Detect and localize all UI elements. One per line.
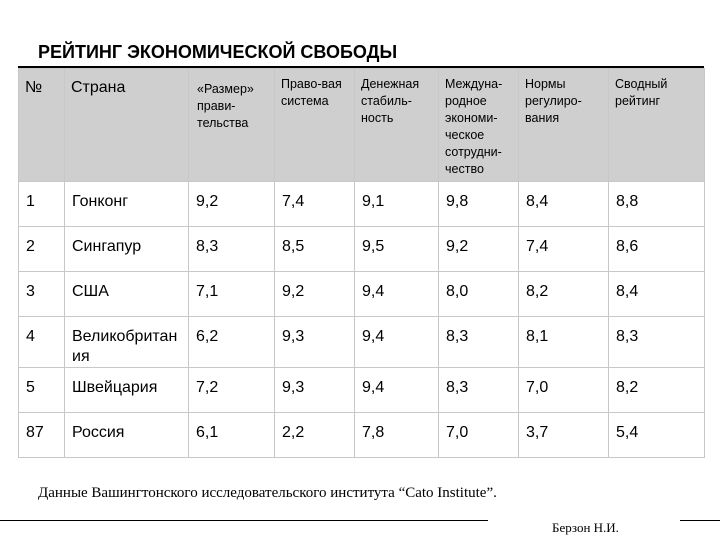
table-cell: 9,8 xyxy=(438,181,519,227)
table-row: 87 Россия 6,1 2,2 7,8 7,0 3,7 5,4 xyxy=(18,412,705,458)
table-cell: Великобритания xyxy=(64,316,189,368)
footer-divider-right xyxy=(680,520,720,521)
table-cell: 8,1 xyxy=(518,316,609,368)
table-cell: 9,4 xyxy=(354,367,439,413)
table-cell: 87 xyxy=(18,412,65,458)
table-cell: Сингапур xyxy=(64,226,189,272)
table-cell: 2,2 xyxy=(274,412,355,458)
header-cell-legal-system: Право-вая система xyxy=(274,68,355,182)
table-cell: 9,2 xyxy=(188,181,275,227)
table-row: 5 Швейцария 7,2 9,3 9,4 8,3 7,0 8,2 xyxy=(18,367,705,413)
table-cell: 8,8 xyxy=(608,181,705,227)
table-cell: 8,2 xyxy=(518,271,609,317)
table-header-row: № Страна «Размер» прави-тельства Право-в… xyxy=(18,68,705,182)
table-row: 2 Сингапур 8,3 8,5 9,5 9,2 7,4 8,6 xyxy=(18,226,705,272)
table-cell: 9,3 xyxy=(274,316,355,368)
table-cell: 8,3 xyxy=(188,226,275,272)
table-cell: 8,0 xyxy=(438,271,519,317)
table-cell: 9,4 xyxy=(354,271,439,317)
table-cell: Гонконг xyxy=(64,181,189,227)
header-cell-number: № xyxy=(18,68,65,182)
title-divider xyxy=(18,66,704,68)
table-cell: 5,4 xyxy=(608,412,705,458)
table-cell: Россия xyxy=(64,412,189,458)
table-cell: 6,2 xyxy=(188,316,275,368)
table-cell: 1 xyxy=(18,181,65,227)
table-cell: 3 xyxy=(18,271,65,317)
table-cell: 7,0 xyxy=(438,412,519,458)
table-cell: 9,3 xyxy=(274,367,355,413)
header-cell-government-size: «Размер» прави-тельства xyxy=(188,68,275,182)
header-cell-country: Страна xyxy=(64,68,189,182)
table-cell: 9,2 xyxy=(274,271,355,317)
table-cell: 7,4 xyxy=(518,226,609,272)
table-cell: 8,3 xyxy=(438,367,519,413)
table-cell: 7,8 xyxy=(354,412,439,458)
table-cell: 7,2 xyxy=(188,367,275,413)
slide-title: РЕЙТИНГ ЭКОНОМИЧЕСКОЙ СВОБОДЫ xyxy=(38,42,398,62)
table-cell: 8,4 xyxy=(608,271,705,317)
header-cell-monetary-stability: Денежная стабиль-ность xyxy=(354,68,439,182)
table-cell: 9,1 xyxy=(354,181,439,227)
author-name: Берзон Н.И. xyxy=(552,520,619,535)
table-cell: 5 xyxy=(18,367,65,413)
table-cell: 9,2 xyxy=(438,226,519,272)
table-row: 1 Гонконг 9,2 7,4 9,1 9,8 8,4 8,8 xyxy=(18,181,705,227)
table-cell: 9,5 xyxy=(354,226,439,272)
table-cell: 2 xyxy=(18,226,65,272)
table-cell: 8,4 xyxy=(518,181,609,227)
table-cell: 4 xyxy=(18,316,65,368)
table-row: 3 США 7,1 9,2 9,4 8,0 8,2 8,4 xyxy=(18,271,705,317)
header-cell-regulation: Нормы регулиро-вания xyxy=(518,68,609,182)
table-row: 4 Великобритания 6,2 9,3 9,4 8,3 8,1 8,3 xyxy=(18,316,705,368)
table-cell: 8,3 xyxy=(608,316,705,368)
table-cell: 9,4 xyxy=(354,316,439,368)
table-cell: 8,2 xyxy=(608,367,705,413)
table-cell: 7,0 xyxy=(518,367,609,413)
table-cell: Швейцария xyxy=(64,367,189,413)
source-note: Данные Вашингтонского исследовательского… xyxy=(38,485,497,501)
table-cell: 7,4 xyxy=(274,181,355,227)
table-cell: 6,1 xyxy=(188,412,275,458)
table-cell: 7,1 xyxy=(188,271,275,317)
table-cell: 8,5 xyxy=(274,226,355,272)
header-cell-international-cooperation: Междуна-родное экономи-ческое сотрудни-ч… xyxy=(438,68,519,182)
table-cell: 8,3 xyxy=(438,316,519,368)
header-cell-overall-rating: Сводный рейтинг xyxy=(608,68,705,182)
footer-divider-left xyxy=(0,520,488,521)
rating-table: № Страна «Размер» прави-тельства Право-в… xyxy=(18,68,705,458)
table-cell: 3,7 xyxy=(518,412,609,458)
table-cell: 8,6 xyxy=(608,226,705,272)
table-cell: США xyxy=(64,271,189,317)
